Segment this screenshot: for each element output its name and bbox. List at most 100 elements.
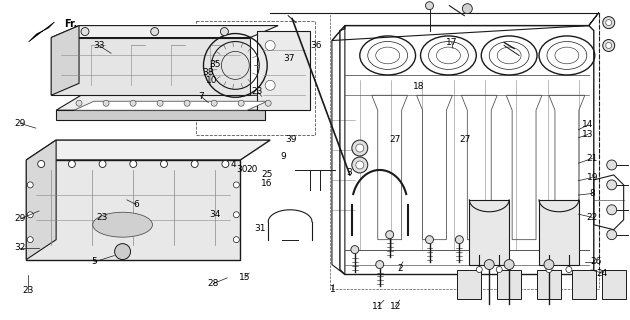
Polygon shape [572, 269, 596, 300]
Circle shape [233, 237, 239, 243]
Circle shape [27, 237, 33, 243]
Circle shape [27, 212, 33, 218]
Polygon shape [26, 140, 270, 160]
Circle shape [115, 244, 130, 260]
Circle shape [484, 260, 494, 269]
Text: 8: 8 [590, 189, 595, 198]
Text: 4: 4 [231, 160, 236, 169]
Text: 18: 18 [413, 82, 424, 91]
Circle shape [103, 100, 109, 106]
Text: 33: 33 [93, 41, 105, 50]
Circle shape [607, 205, 617, 215]
Polygon shape [602, 269, 626, 300]
Text: Fr.: Fr. [64, 19, 77, 29]
Circle shape [76, 100, 82, 106]
Text: 6: 6 [134, 200, 139, 209]
Circle shape [130, 161, 137, 167]
Text: 37: 37 [283, 53, 294, 62]
Circle shape [151, 28, 159, 36]
Circle shape [352, 157, 368, 173]
Circle shape [220, 28, 229, 36]
Text: 14: 14 [582, 120, 593, 130]
Text: 10: 10 [206, 76, 217, 85]
Polygon shape [28, 22, 55, 42]
Circle shape [211, 100, 217, 106]
Text: 1: 1 [329, 284, 335, 293]
Circle shape [351, 246, 359, 253]
Text: 23: 23 [23, 286, 34, 295]
Circle shape [356, 144, 364, 152]
Text: 35: 35 [209, 60, 220, 69]
Text: 34: 34 [209, 210, 220, 219]
Circle shape [607, 230, 617, 240]
Text: 27: 27 [460, 135, 471, 144]
Circle shape [476, 267, 483, 273]
Polygon shape [497, 269, 521, 300]
Circle shape [99, 161, 106, 167]
Circle shape [38, 161, 45, 167]
Circle shape [496, 267, 502, 273]
Text: 29: 29 [14, 119, 26, 128]
Text: 11: 11 [372, 302, 384, 311]
Circle shape [566, 267, 572, 273]
Circle shape [184, 100, 190, 106]
Circle shape [504, 260, 514, 269]
Text: 17: 17 [446, 38, 457, 47]
Circle shape [605, 20, 612, 26]
Circle shape [603, 40, 615, 52]
Ellipse shape [93, 212, 152, 237]
Circle shape [603, 17, 615, 28]
Text: 23: 23 [251, 87, 263, 96]
Text: 26: 26 [590, 258, 602, 267]
Circle shape [265, 41, 275, 51]
Circle shape [238, 100, 244, 106]
Circle shape [157, 100, 163, 106]
Circle shape [607, 180, 617, 190]
Circle shape [161, 161, 168, 167]
Text: 29: 29 [14, 214, 26, 223]
Text: 5: 5 [91, 258, 97, 267]
Polygon shape [469, 200, 509, 265]
Text: 15: 15 [239, 273, 251, 282]
Polygon shape [56, 95, 290, 110]
Circle shape [425, 2, 433, 10]
Circle shape [69, 161, 76, 167]
Circle shape [233, 212, 239, 218]
Polygon shape [539, 200, 579, 265]
Text: 36: 36 [311, 41, 322, 50]
Text: 21: 21 [587, 154, 598, 163]
Text: 30: 30 [236, 165, 248, 174]
Circle shape [81, 28, 89, 36]
Text: 31: 31 [254, 224, 266, 233]
Circle shape [425, 236, 433, 244]
Text: 13: 13 [582, 130, 593, 139]
Circle shape [265, 100, 271, 106]
Circle shape [607, 160, 617, 170]
Circle shape [605, 43, 612, 49]
Polygon shape [257, 31, 310, 110]
Polygon shape [74, 101, 267, 110]
Text: 20: 20 [246, 165, 258, 174]
Circle shape [386, 231, 394, 239]
Text: 38: 38 [203, 68, 214, 77]
Text: 12: 12 [389, 302, 401, 311]
Circle shape [222, 161, 229, 167]
Text: 3: 3 [346, 168, 352, 177]
Circle shape [192, 161, 198, 167]
Circle shape [544, 260, 554, 269]
Polygon shape [51, 37, 250, 95]
Circle shape [356, 161, 364, 169]
Text: 32: 32 [14, 243, 26, 252]
Text: 2: 2 [397, 264, 403, 273]
Polygon shape [51, 26, 79, 95]
Circle shape [27, 182, 33, 188]
Polygon shape [537, 269, 561, 300]
Polygon shape [51, 26, 278, 37]
Text: 19: 19 [587, 173, 598, 182]
Text: 7: 7 [198, 92, 203, 101]
Circle shape [233, 182, 239, 188]
Text: 28: 28 [208, 279, 219, 288]
Circle shape [265, 80, 275, 90]
Text: 25: 25 [261, 170, 272, 179]
Circle shape [375, 260, 384, 268]
